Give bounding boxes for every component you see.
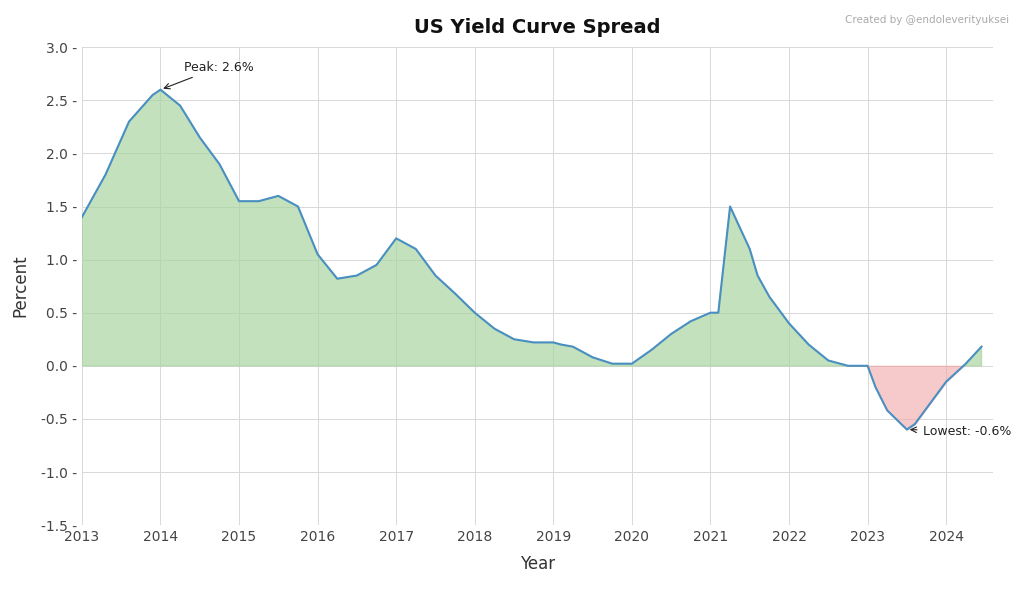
- Title: US Yield Curve Spread: US Yield Curve Spread: [415, 18, 660, 37]
- X-axis label: Year: Year: [520, 555, 555, 573]
- Text: Lowest: -0.6%: Lowest: -0.6%: [911, 425, 1011, 438]
- Y-axis label: Percent: Percent: [12, 255, 30, 317]
- Text: Created by @endoleverityuksei: Created by @endoleverityuksei: [845, 15, 1009, 25]
- Text: Peak: 2.6%: Peak: 2.6%: [164, 61, 254, 89]
